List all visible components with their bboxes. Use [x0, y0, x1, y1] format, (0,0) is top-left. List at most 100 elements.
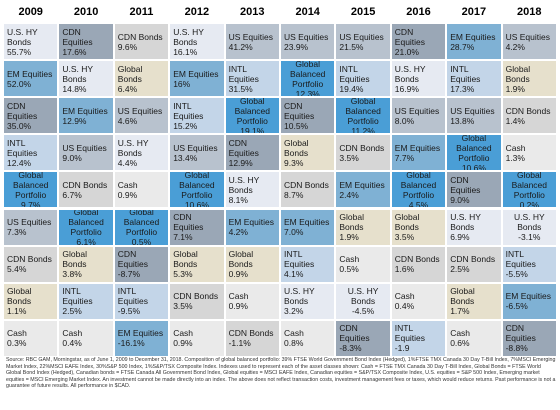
return-cell: EM Equities 4.2% [224, 208, 280, 246]
return-value: -1.1% [228, 338, 251, 349]
asset-class-label: EM Equities [339, 179, 385, 190]
return-value: 10.6% [184, 199, 209, 209]
return-cell: Cash 0.9% [169, 319, 225, 357]
return-cell: Global Bonds 3.5% [390, 208, 447, 246]
return-value: 0.9% [228, 269, 248, 280]
return-value: 0.6% [450, 338, 470, 349]
return-value: 12.3% [295, 88, 320, 98]
asset-class-label: US Equities [228, 31, 274, 42]
return-cell: INTL Equities -5.5% [501, 245, 557, 283]
asset-class-label: Global Balanced Portfolio [345, 97, 381, 126]
return-cell: CDN Equities 7.1% [169, 208, 225, 246]
return-value: 14.8% [62, 83, 87, 94]
year-header: 2010 [73, 6, 99, 18]
asset-class-label: US Equities [505, 31, 551, 42]
asset-class-label: INTL Equities [450, 63, 481, 84]
return-value: 17.3% [450, 83, 475, 94]
return-value: 2.5% [450, 264, 470, 275]
return-value: 55.7% [7, 46, 32, 57]
return-cell: U.S. HY Bonds 55.7% [3, 23, 59, 61]
return-cell: Global Balanced Portfolio 0.2% [501, 171, 557, 209]
return-value: 4.2% [505, 41, 525, 52]
asset-class-label: Global Bonds [339, 212, 364, 233]
asset-class-label: US Equities [62, 142, 107, 153]
asset-class-label: U.S. HY Bonds [117, 137, 149, 158]
asset-class-label: Cash [62, 328, 83, 339]
return-value: 6.4% [117, 83, 138, 94]
return-cell: INTL Equities 19.4% [335, 60, 391, 98]
return-cell: CDN Equities -8.3% [335, 319, 391, 357]
year-header: 2017 [461, 6, 487, 18]
return-value: 1.9% [505, 83, 525, 94]
asset-class-label: US Equities [117, 105, 163, 116]
return-value: 10.5% [284, 120, 309, 131]
return-value: -4.5% [351, 306, 375, 317]
asset-class-label: US Equities [284, 31, 329, 42]
asset-class-label: Global Bonds [173, 249, 198, 270]
return-cell: U.S. HY Bonds -3.1% [501, 208, 557, 246]
asset-class-label: CDN Bonds [394, 254, 440, 265]
return-cell: CDN Bonds 6.7% [58, 171, 114, 209]
asset-class-label: CDN Equities [62, 26, 93, 47]
asset-class-label: U.S. HY Bonds [228, 174, 260, 195]
asset-class-label: U.S. HY Bonds [394, 63, 426, 84]
return-value: 7.1% [173, 232, 193, 243]
asset-class-label: U.S. HY Bonds [173, 26, 204, 47]
return-value: 5.4% [7, 264, 27, 275]
return-value: 1.4% [505, 115, 525, 126]
asset-class-label: Cash [7, 328, 27, 339]
return-cell: INTL Equities -9.5% [113, 282, 170, 320]
return-value: 12.9% [62, 115, 87, 126]
return-value: 23.9% [284, 41, 309, 52]
asset-class-label: U.S. HY Bonds [513, 212, 545, 233]
return-cell: Global Balanced Portfolio 19.1% [224, 97, 280, 135]
return-value: 13.8% [450, 115, 475, 126]
asset-class-label: Global Balanced Portfolio [511, 171, 548, 200]
return-cell: CDN Equities -8.7% [113, 245, 170, 283]
return-cell: Cash 0.4% [58, 319, 114, 357]
return-value: 7.3% [7, 227, 27, 238]
asset-class-label: Global Bonds [394, 212, 420, 233]
return-cell: US Equities 9.0% [58, 134, 114, 172]
return-cell: EM Equities 7.0% [280, 208, 336, 246]
return-cell: US Equities 7.3% [3, 208, 59, 246]
return-value: 16.9% [394, 83, 419, 94]
asset-class-label: CDN Bonds [450, 254, 496, 265]
return-cell: Global Balanced Portfolio 0.5% [113, 208, 170, 246]
return-value: 6.1% [76, 237, 96, 246]
return-value: 0.4% [394, 301, 415, 312]
return-cell: Global Bonds 0.9% [224, 245, 280, 283]
return-cell: US Equities 4.2% [501, 23, 557, 61]
return-cell: CDN Equities 9.0% [446, 171, 502, 209]
return-cell: EM Equities 16% [169, 60, 225, 98]
return-value: 11.2% [351, 125, 375, 135]
return-value: 9.6% [117, 41, 138, 52]
asset-class-label: INTL Equities [505, 249, 536, 270]
return-value: 31.5% [228, 83, 253, 94]
asset-class-label: CDN Equities [284, 100, 315, 121]
return-value: 3.5% [394, 232, 415, 243]
return-value: 16% [173, 78, 191, 89]
return-cell: CDN Equities 17.6% [58, 23, 114, 61]
return-value: -1.9 [394, 343, 410, 354]
asset-class-label: Cash [339, 254, 360, 265]
asset-class-label: EM Equities [117, 328, 164, 339]
asset-class-label: CDN Equities [117, 249, 149, 270]
year-header: 2014 [295, 6, 320, 18]
asset-class-label: EM Equities [173, 68, 219, 79]
return-cell: U.S. HY Bonds 14.8% [58, 60, 114, 98]
return-cell: CDN Bonds 9.6% [113, 23, 170, 61]
asset-class-label: Cash [505, 142, 526, 153]
return-value: 15.2% [173, 120, 198, 131]
asset-class-label: EM Equities [394, 142, 441, 153]
asset-class-label: US Equities [394, 105, 440, 116]
asset-class-label: Global Bonds [450, 286, 475, 307]
return-value: 35.0% [7, 120, 32, 131]
asset-class-label: CDN Bonds [173, 291, 219, 302]
return-cell: Global Balanced Portfolio 4.5% [390, 171, 447, 209]
return-value: 7.7% [394, 152, 415, 163]
return-cell: CDN Bonds 3.5% [169, 282, 225, 320]
return-cell: Cash 0.9% [113, 171, 170, 209]
return-cell: Global Bonds 1.9% [501, 60, 557, 98]
return-cell: INTL Equities 2.5% [58, 282, 114, 320]
